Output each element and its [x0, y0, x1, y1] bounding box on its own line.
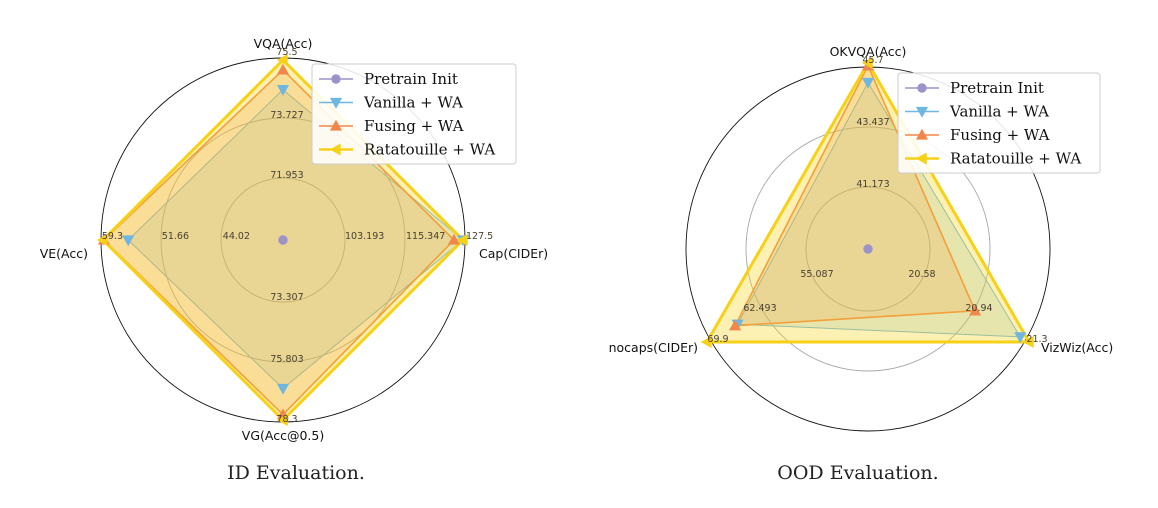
id-legend-label-0: Pretrain Init: [364, 70, 458, 88]
id-tick-axis1-0: 103.193: [345, 231, 384, 242]
id-series-2-point-1: [447, 233, 461, 245]
ood-axis-label-0: OKVQA(Acc): [830, 44, 907, 59]
id-tick-axis0-1: 73.727: [270, 110, 303, 121]
id-tick-axis2-0: 73.307: [270, 292, 303, 303]
ood-grid-ring-mid: [745, 126, 991, 372]
ood-series-2-area: [733, 63, 977, 327]
id-series-0-center-point: [278, 235, 288, 245]
id-axis-label-1: Cap(CIDEr): [479, 246, 548, 261]
ood-legend-label-1: Vanilla + WA: [949, 103, 1049, 121]
id-grid-ring-inner: [220, 177, 346, 303]
id-series-1-point-2: [276, 383, 290, 395]
id-legend-marker-2: [329, 119, 343, 131]
ood-tick-axis1-1: 20.94: [965, 303, 992, 314]
ood-series-3-area: [704, 60, 1032, 344]
ood-axis-label-2: nocaps(CIDEr): [609, 340, 698, 355]
id-grid-ring-mid: [160, 117, 406, 363]
id-caption: ID Evaluation.: [227, 462, 365, 484]
ood-legend-label-2: Fusing + WA: [950, 126, 1050, 144]
ood-series-1-area: [736, 81, 1022, 338]
ood-tick-axis2-2: 69.9: [707, 334, 728, 345]
ood-tick-axis1-0: 20.58: [908, 269, 935, 280]
id-axis-label-0: VQA(Acc): [254, 36, 313, 51]
ood-legend-box: [897, 72, 1101, 174]
id-tick-axis2-2: 78.3: [276, 414, 297, 425]
id-tick-axis3-2: 59.3: [102, 231, 123, 242]
ood-legend-label-3: Ratatouille + WA: [950, 150, 1081, 168]
ood-tick-axis0-1: 43.437: [856, 117, 889, 128]
ood-series-0-center-point: [863, 244, 873, 254]
id-legend-box: [311, 63, 517, 165]
ood-radar-chart: 41.173 43.437 45.7 20.58 20.94 21.3 55.087 62.4…: [609, 44, 1113, 432]
id-series-2-point-0: [276, 63, 290, 75]
id-radar-chart: 71.953 73.727 75.5 103.193 115.347 127.5 73.30…: [40, 36, 548, 443]
id-axis-label-3: VE(Acc): [40, 246, 88, 261]
ood-caption: OOD Evaluation.: [777, 462, 939, 484]
ood-legend-marker-3: [915, 152, 927, 165]
id-series-3-point-2: [276, 413, 288, 427]
ood-legend-label-0: Pretrain Init: [950, 79, 1044, 97]
id-series-3-point-1: [456, 233, 468, 247]
ood-series-2-point-2: [729, 319, 742, 331]
id-legend-label-2: Fusing + WA: [364, 117, 464, 135]
id-tick-axis2-1: 75.803: [270, 354, 303, 365]
id-legend-marker-0: [331, 74, 341, 84]
ood-tick-axis1-2: 21.3: [1026, 334, 1047, 345]
ood-series-2-point-1: [969, 304, 982, 316]
id-tick-axis0-2: 75.5: [276, 47, 297, 58]
id-axis-label-2: VG(Acc@0.5): [242, 428, 324, 443]
id-series-1-point-0: [276, 85, 290, 96]
ood-tick-axis0-0: 41.173: [856, 179, 889, 190]
ood-series-3-point-0: [861, 56, 873, 70]
ood-series-3-point-1: [1022, 335, 1034, 349]
ood-grid-ring-inner: [805, 186, 931, 312]
ood-legend-marker-1: [915, 106, 929, 118]
id-series-3-point-3: [96, 233, 108, 247]
ood-legend-marker-0: [917, 83, 927, 93]
ood-tick-axis2-1: 62.493: [743, 303, 776, 314]
ood-legend-marker-2: [915, 128, 929, 140]
ood-series-1-point-0: [861, 77, 875, 89]
id-legend-label-1: Vanilla + WA: [363, 94, 463, 112]
id-legend-label-3: Ratatouille + WA: [364, 141, 495, 159]
ood-tick-axis2-0: 55.087: [800, 269, 833, 280]
id-legend: Pretrain Init Vanilla + WA Fusing + WA Rata…: [311, 63, 517, 165]
id-series-3-point-0: [276, 53, 288, 67]
ood-series-1-point-1: [1014, 332, 1027, 344]
id-tick-axis0-0: 71.953: [270, 170, 303, 181]
id-legend-marker-3: [329, 143, 341, 156]
id-tick-axis3-1: 51.66: [162, 231, 189, 242]
id-tick-axis1-2: 127.5: [466, 231, 493, 242]
id-tick-axis3-0: 44.02: [223, 231, 250, 242]
id-tick-axis1-1: 115.347: [406, 231, 445, 242]
ood-legend: Pretrain Init Vanilla + WA Fusing + WA Rata…: [897, 72, 1101, 174]
ood-tick-axis0-2: 45.7: [862, 55, 883, 66]
ood-axis-label-1: VizWiz(Acc): [1041, 340, 1113, 355]
id-legend-marker-1: [329, 97, 343, 109]
id-series-1-point-3: [122, 235, 135, 247]
ood-series-3-point-2: [700, 335, 712, 349]
